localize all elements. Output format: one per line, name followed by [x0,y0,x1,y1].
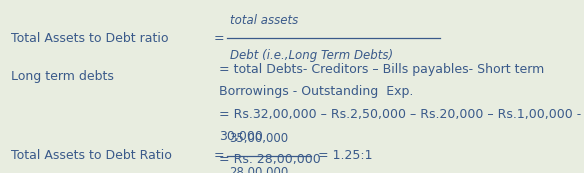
Text: = Rs. 28,00,000: = Rs. 28,00,000 [219,153,321,166]
Text: Debt (i.e.,Long Term Debts): Debt (i.e.,Long Term Debts) [230,49,392,62]
Text: = total Debts- Creditors – Bills payables- Short term: = total Debts- Creditors – Bills payable… [219,63,544,76]
Text: 28,00,000: 28,00,000 [230,166,288,173]
Text: 30,000: 30,000 [219,130,263,143]
Text: 35,00,000: 35,00,000 [230,132,288,145]
Text: Total Assets to Debt Ratio: Total Assets to Debt Ratio [11,149,171,162]
Text: Long term debts: Long term debts [11,70,113,83]
Text: = 1.25:1: = 1.25:1 [314,149,373,162]
Text: = Rs.32,00,000 – Rs.2,50,000 – Rs.20,000 – Rs.1,00,000 - Rs.: = Rs.32,00,000 – Rs.2,50,000 – Rs.20,000… [219,108,584,121]
Text: total assets: total assets [230,14,298,27]
Text: =: = [213,31,224,45]
Text: Total Assets to Debt ratio: Total Assets to Debt ratio [11,31,168,45]
Text: =: = [213,149,224,162]
Text: Borrowings - Outstanding  Exp.: Borrowings - Outstanding Exp. [219,85,413,98]
